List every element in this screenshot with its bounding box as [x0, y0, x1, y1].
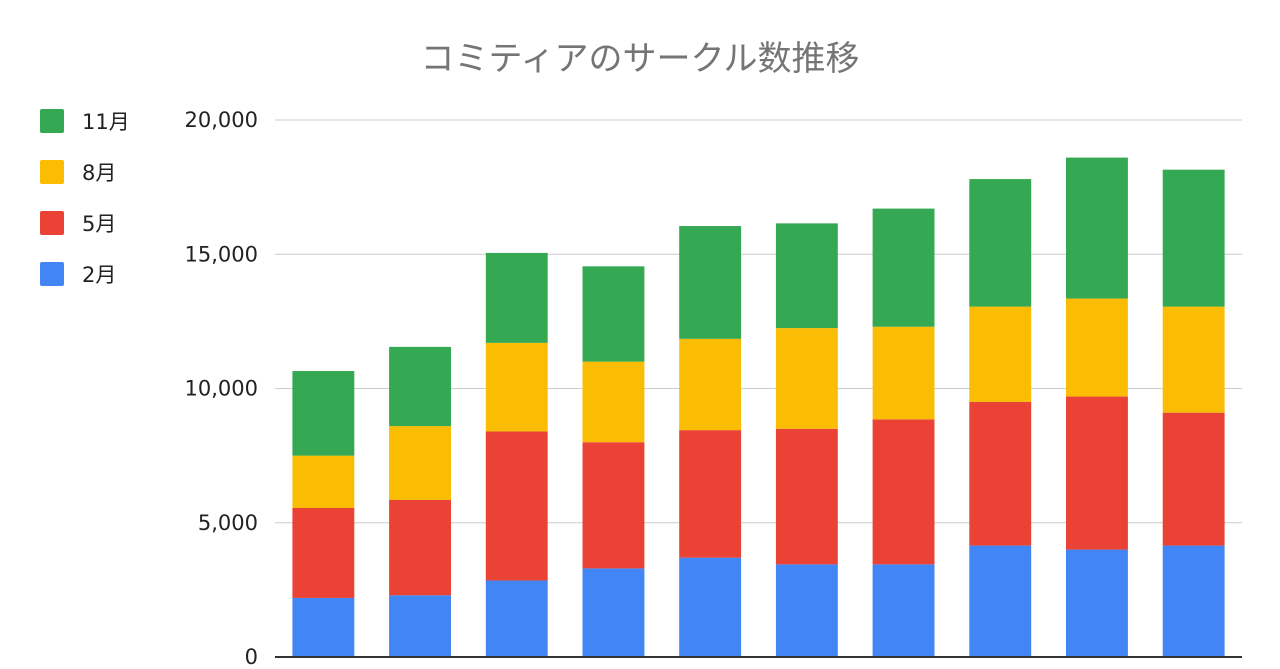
bar-segment [292, 371, 355, 456]
bar-segment [1066, 157, 1128, 299]
bar-segment [389, 346, 451, 427]
bar-segment [872, 326, 935, 420]
bar-segment [389, 426, 451, 500]
legend-label: 5月 [82, 212, 116, 236]
legend-swatch [40, 109, 64, 133]
y-tick-label: 15,000 [185, 242, 258, 266]
bar-segment [292, 455, 355, 508]
bar-segment [1162, 545, 1225, 657]
bar-segment [679, 226, 742, 339]
bar-segment [969, 179, 1032, 307]
bar-segment [485, 252, 548, 343]
bar-segment [775, 564, 838, 657]
bar-segment [1066, 298, 1128, 397]
y-tick-label: 10,000 [185, 377, 258, 401]
bar-segment [582, 266, 645, 362]
bar-segment [679, 557, 742, 657]
bar-segment [1162, 412, 1225, 546]
bar-segment [969, 306, 1032, 402]
y-tick-label: 20,000 [185, 108, 258, 132]
bar-segment [872, 419, 935, 565]
bar-segment [1066, 396, 1128, 550]
legend-swatch [40, 262, 64, 286]
bar-segment [389, 595, 451, 657]
bar-segment [582, 568, 645, 657]
bar-segment [872, 208, 935, 327]
bar-segment [292, 507, 355, 598]
bar-segment [679, 338, 742, 431]
bar-segment [389, 499, 451, 596]
bars [292, 157, 1225, 657]
bar-segment [775, 328, 838, 429]
bar-segment [485, 431, 548, 581]
bar-segment [969, 401, 1032, 546]
bar-segment [485, 580, 548, 657]
bar-segment [1162, 306, 1225, 413]
legend-label: 11月 [82, 110, 130, 134]
bar-segment [775, 428, 838, 565]
bar-segment [1162, 169, 1225, 307]
y-axis-tick-labels: 0 5,000 10,000 15,000 20,000 [185, 108, 258, 669]
bar-segment [775, 223, 838, 329]
y-tick-label: 0 [245, 645, 258, 669]
y-tick-label: 5,000 [198, 511, 258, 535]
legend-label: 2月 [82, 263, 116, 287]
bar-segment [582, 361, 645, 443]
bar-segment [872, 564, 935, 657]
legend-swatch [40, 211, 64, 235]
bar-segment [485, 342, 548, 432]
legend-label: 8月 [82, 161, 116, 185]
bar-segment [1066, 549, 1128, 657]
bar-segment [679, 430, 742, 558]
bar-segment [292, 597, 355, 657]
legend-swatch [40, 160, 64, 184]
bar-segment [582, 442, 645, 569]
bar-segment [969, 545, 1032, 657]
chart-title: コミティアのサークル数推移 [421, 39, 860, 79]
legend: 11月 8月 5月 2月 [40, 109, 130, 287]
